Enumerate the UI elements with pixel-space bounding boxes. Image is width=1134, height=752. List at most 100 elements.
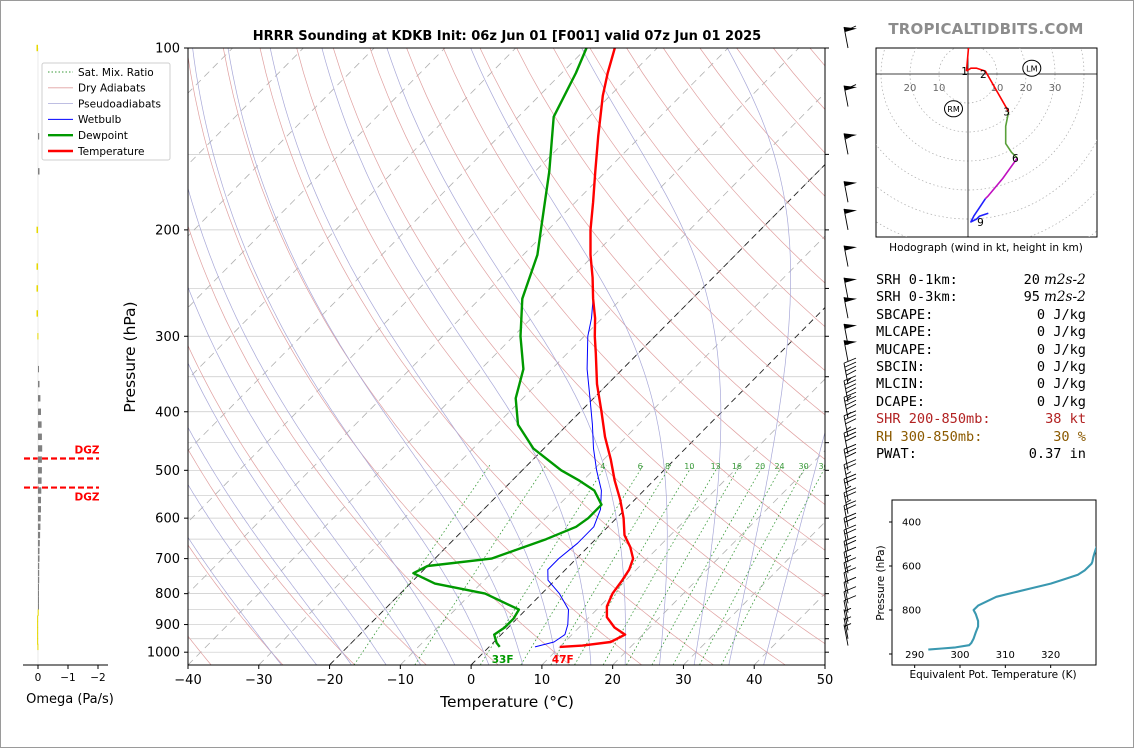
dry-adiabat-line [552, 48, 825, 371]
barb-flag [844, 27, 857, 32]
isotherm-line [541, 378, 825, 665]
barb-full [843, 357, 857, 364]
mixing-ratio-line [353, 464, 491, 665]
omega-bar [38, 514, 41, 522]
plot-frame [187, 47, 826, 666]
hodograph-ring-label: 30 [1049, 83, 1062, 94]
storm-motion-marker [944, 100, 963, 118]
wind-barb [843, 427, 857, 455]
omega-bar [38, 133, 40, 140]
hodograph-panel: 20 10 10 20 30 1 2 3 6 9 LM RM [875, 47, 1098, 238]
barb-half [846, 426, 852, 431]
mixing-ratio-line [626, 464, 741, 665]
barb-shaft [843, 582, 849, 604]
hodograph-height-label: 9 [977, 217, 984, 229]
param-row: MLCAPE: 0 J/kg [876, 324, 1106, 341]
dry-adiabat-line [516, 48, 825, 416]
barb-full [844, 431, 857, 438]
barb-half [844, 135, 852, 140]
wind-barb [843, 557, 857, 584]
wind-barb [843, 459, 857, 486]
isotherm-line [258, 92, 825, 665]
omega-bar [38, 531, 41, 539]
mixing-ratio-line [414, 464, 547, 665]
mixing-ratio-label: 30 [799, 462, 809, 471]
omega-bar [38, 456, 42, 463]
wind-barb [843, 487, 857, 514]
barb-full [843, 487, 857, 494]
param-label: MUCAPE: [876, 341, 934, 358]
param-unit: m2s-2 [1044, 272, 1086, 288]
param-value: 95 [1023, 289, 1040, 306]
mixing-ratio-label: 10 [684, 462, 694, 471]
isotherm-line [188, 48, 375, 237]
omega-bar [37, 615, 39, 622]
barb-half [844, 554, 852, 559]
barb-full [844, 447, 857, 454]
hodograph-trace [970, 198, 989, 223]
param-label: SRH 0-1km: [876, 272, 958, 288]
barb-full [845, 365, 857, 372]
pseudoadiabat-line [188, 286, 421, 665]
omega-tick-label: 0 [35, 672, 42, 684]
barb-full [844, 463, 857, 470]
param-value: 0 J/kg [1036, 393, 1086, 410]
barb-half [846, 377, 852, 382]
omega-bar [38, 365, 39, 373]
isotherm-line [612, 449, 825, 665]
y-tick-label: 800 [155, 587, 180, 602]
param-row: SBCIN: 0 J/kg [876, 359, 1106, 376]
temperature-line [559, 48, 635, 649]
barb-full [844, 361, 857, 368]
barb-full [844, 395, 857, 402]
param-value: 0 J/kg [1036, 324, 1086, 341]
barb-full [844, 25, 857, 32]
pseudoadiabat-line [321, 48, 592, 665]
wind-barb [843, 245, 857, 267]
x-tick-label: 0 [467, 673, 475, 688]
omega-bar [38, 596, 39, 604]
omega-bar [36, 310, 38, 317]
hodograph-ring-label: 20 [1020, 83, 1033, 94]
barb-full [846, 403, 857, 410]
x-tick-label: 30 [675, 673, 692, 688]
mixing-ratio-line [520, 464, 644, 665]
param-label: SBCAPE: [876, 306, 934, 323]
omega-bar [38, 433, 42, 440]
barb-full [843, 427, 857, 434]
isotherm-minus20-line [329, 163, 825, 665]
x-tick-label: 50 [817, 673, 834, 688]
theta-e-x-label: Equivalent Pot. Temperature (K) [909, 669, 1076, 681]
theta-e-panel: 290 300 310 320 400 600 800 [889, 499, 1097, 668]
mixing-ratio-line [651, 464, 764, 665]
param-row: MUCAPE: 0 J/kg [876, 342, 1106, 359]
isotherm-line [188, 48, 517, 380]
omega-bar [38, 569, 40, 577]
wind-barb [843, 623, 852, 646]
barb-half [844, 565, 852, 570]
param-value: 0 J/kg [1036, 358, 1086, 375]
watermark-text: TROPICALTIDBITS.COM [888, 20, 1084, 38]
barb-shaft [843, 26, 849, 49]
mixing-ratio-line [672, 464, 783, 665]
omega-bar [38, 380, 40, 388]
barb-full [843, 557, 857, 564]
surface-temp-label: 47F [552, 654, 574, 666]
x-tick-label: 10 [534, 673, 551, 688]
barb-shaft [843, 432, 849, 455]
param-label: MLCIN: [876, 376, 926, 393]
chart-title: HRRR Sounding at KDKB Init: 06z Jun 01 [… [253, 29, 761, 44]
hodograph-height-label: 6 [1012, 153, 1019, 165]
dry-adiabat-line [188, 54, 571, 665]
mixing-ratio-line [602, 464, 720, 665]
barb-full [843, 410, 857, 417]
legend-item: Temperature [77, 146, 145, 158]
dry-adiabat-line [188, 344, 427, 665]
isotherm-line [470, 306, 825, 665]
dry-adiabat-line [222, 48, 643, 665]
barb-shaft [843, 85, 849, 107]
param-label: DCAPE: [876, 393, 926, 410]
omega-bar [37, 627, 39, 634]
dry-adiabat-line [369, 48, 825, 598]
